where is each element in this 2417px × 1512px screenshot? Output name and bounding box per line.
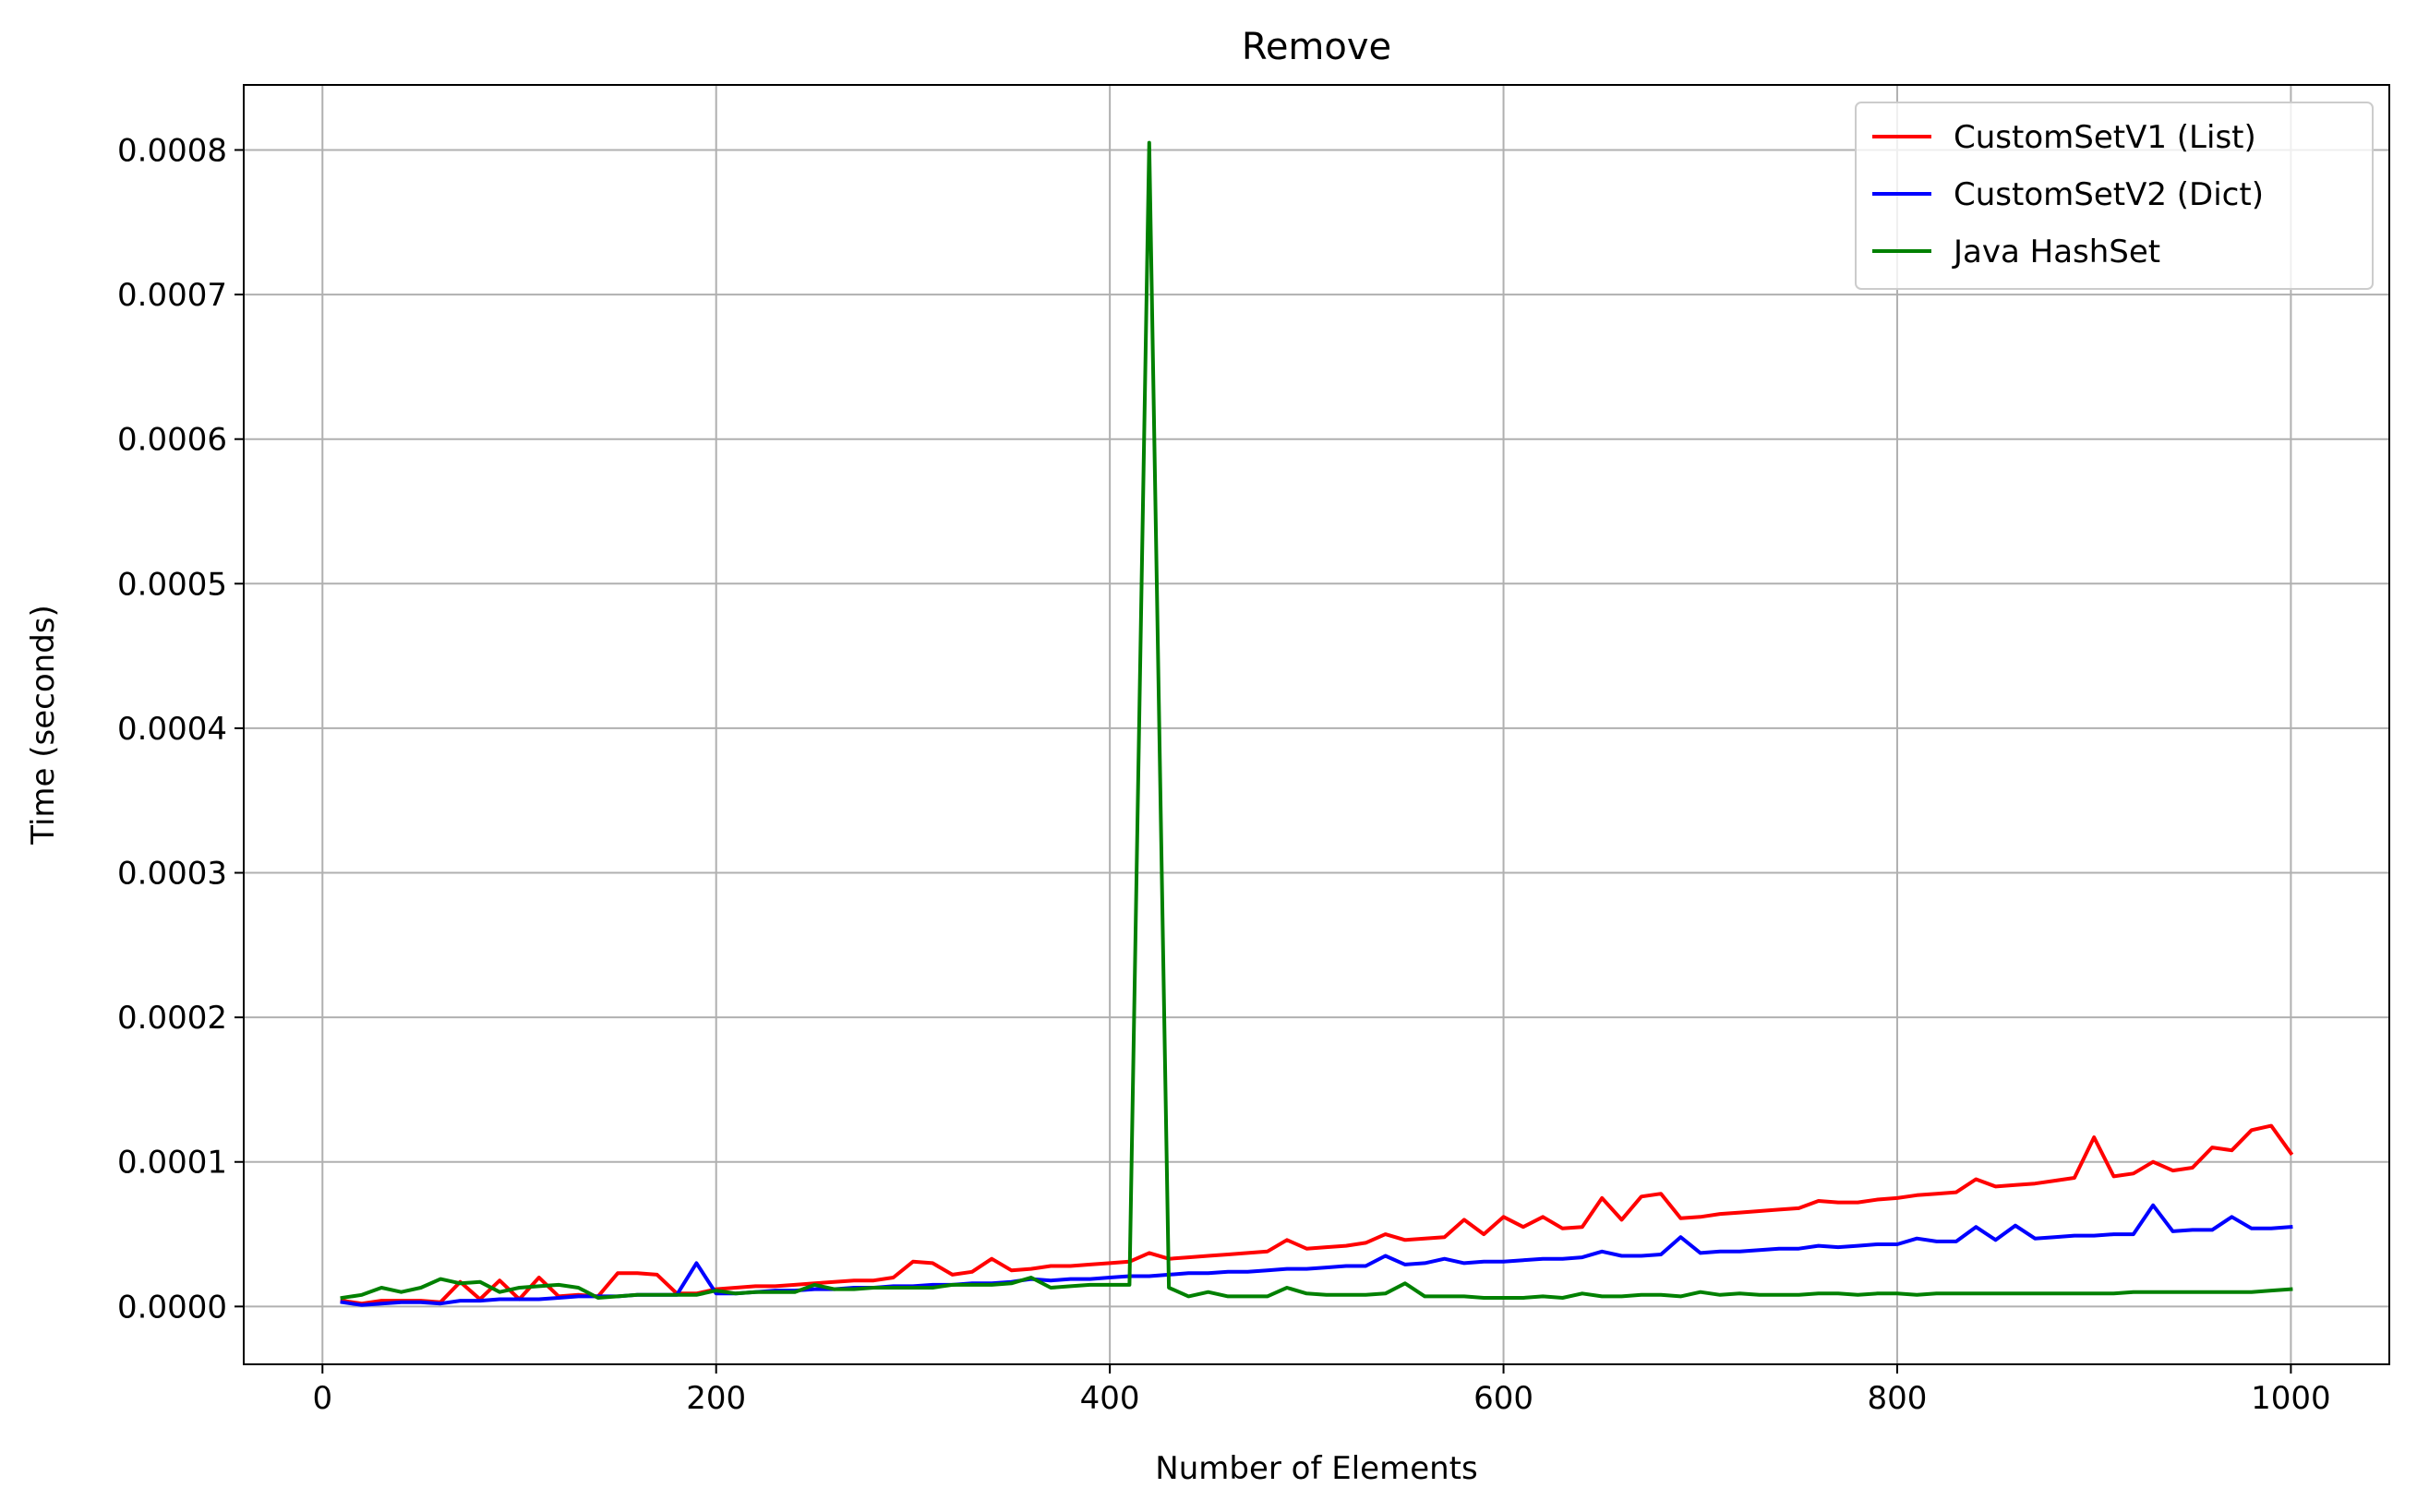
y-tick-label: 0.0003 [117, 856, 227, 893]
plot-background [244, 85, 2389, 1364]
y-tick-label: 0.0002 [117, 1000, 227, 1037]
x-tick-label: 800 [1868, 1380, 1928, 1417]
y-tick-label: 0.0004 [117, 711, 227, 748]
legend-label-1: CustomSetV1 (List) [1954, 119, 2256, 156]
legend-label-2: CustomSetV2 (Dict) [1954, 176, 2264, 213]
x-tick-label: 200 [686, 1380, 746, 1417]
legend: CustomSetV1 (List) CustomSetV2 (Dict) Java… [1855, 102, 2374, 290]
x-axis: 0 200 400 600 800 1000 [312, 1364, 2331, 1417]
y-tick-label: 0.0005 [117, 566, 227, 603]
x-axis-label: Number of Elements [1155, 1450, 1477, 1487]
y-tick-label: 0.0007 [117, 277, 227, 314]
y-tick-label: 0.0000 [117, 1289, 227, 1326]
y-axis-label: Time (seconds) [25, 605, 62, 846]
y-tick-label: 0.0001 [117, 1145, 227, 1182]
y-tick-label: 0.0006 [117, 422, 227, 459]
legend-label-3: Java HashSet [1952, 234, 2160, 270]
x-tick-label: 1000 [2251, 1380, 2331, 1417]
grid-lines [244, 85, 2389, 1364]
y-tick-label: 0.0008 [117, 132, 227, 169]
chart-title: Remove [1242, 26, 1391, 68]
series-lines [340, 140, 2294, 1307]
plot-frame [243, 84, 2390, 1365]
series-line-1 [340, 1123, 2294, 1306]
x-tick-label: 600 [1473, 1380, 1533, 1417]
series-line-3 [340, 140, 2293, 1301]
y-axis: 0.0000 0.0001 0.0002 0.0003 0.0004 0.0005 0.00… [117, 132, 244, 1326]
legend-box [1855, 102, 2374, 290]
x-tick-label: 400 [1080, 1380, 1140, 1417]
x-tick-label: 0 [312, 1380, 332, 1417]
